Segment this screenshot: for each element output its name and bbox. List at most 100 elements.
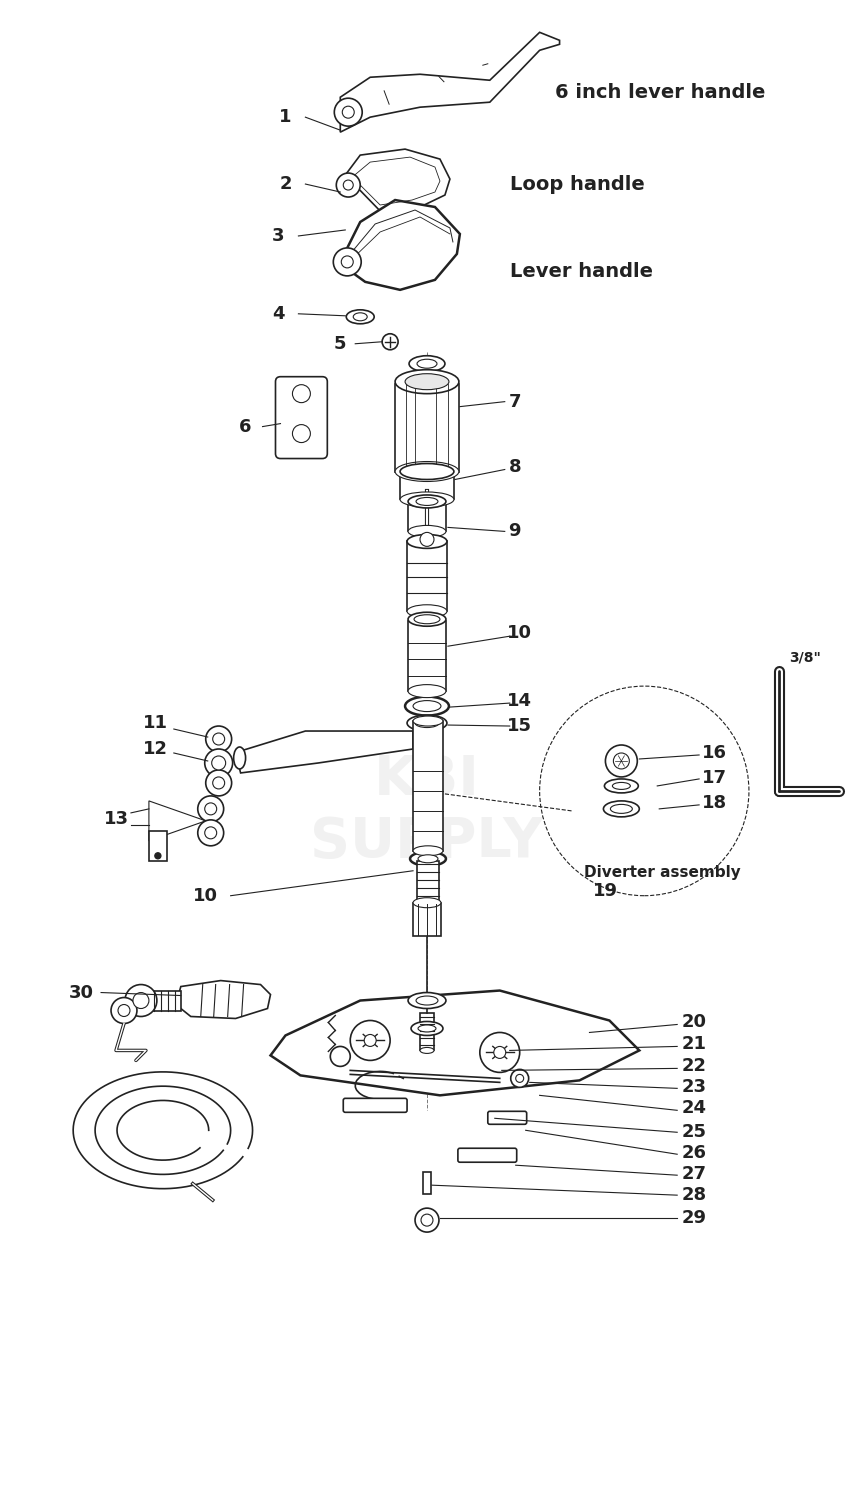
FancyBboxPatch shape (487, 1111, 526, 1124)
Ellipse shape (407, 613, 446, 626)
Ellipse shape (413, 614, 440, 623)
Polygon shape (239, 731, 412, 772)
Ellipse shape (400, 492, 453, 507)
Text: 9: 9 (508, 522, 521, 540)
Circle shape (342, 106, 354, 118)
Ellipse shape (417, 854, 437, 863)
Ellipse shape (410, 851, 446, 866)
Text: 12: 12 (143, 740, 168, 757)
Text: 7: 7 (508, 392, 521, 410)
Ellipse shape (409, 356, 445, 371)
Ellipse shape (406, 534, 446, 549)
Ellipse shape (416, 498, 437, 505)
Bar (417, 860, 439, 901)
Bar (406, 541, 446, 611)
Text: 4: 4 (272, 304, 285, 324)
Ellipse shape (405, 374, 448, 389)
Bar (407, 504, 446, 531)
Circle shape (204, 828, 216, 839)
Circle shape (211, 756, 226, 769)
Bar (412, 902, 440, 936)
Circle shape (334, 98, 362, 127)
Bar (423, 1172, 430, 1194)
Circle shape (364, 1035, 376, 1047)
Circle shape (480, 1032, 519, 1072)
Text: 19: 19 (592, 881, 617, 899)
Circle shape (212, 777, 224, 789)
Ellipse shape (406, 716, 446, 731)
Ellipse shape (419, 1048, 434, 1054)
Text: 6: 6 (239, 417, 251, 435)
Circle shape (198, 820, 223, 845)
Circle shape (125, 984, 157, 1017)
Circle shape (341, 256, 353, 268)
Text: 16: 16 (700, 744, 726, 762)
Bar (419, 1012, 434, 1051)
Text: 30: 30 (68, 984, 94, 1002)
Text: 18: 18 (700, 793, 726, 813)
Ellipse shape (405, 696, 448, 716)
Circle shape (493, 1047, 505, 1059)
Bar (151, 990, 181, 1011)
Circle shape (343, 180, 353, 189)
Ellipse shape (602, 801, 638, 817)
Circle shape (292, 385, 310, 403)
Ellipse shape (412, 898, 440, 908)
Ellipse shape (346, 310, 374, 324)
Ellipse shape (415, 719, 439, 728)
Bar (407, 622, 446, 692)
Ellipse shape (406, 605, 446, 617)
Ellipse shape (610, 804, 631, 814)
Bar (149, 830, 167, 860)
Text: KBI
SUPPLY: KBI SUPPLY (310, 753, 543, 869)
Circle shape (539, 686, 748, 896)
Text: 28: 28 (681, 1187, 705, 1205)
Text: 22: 22 (681, 1057, 705, 1075)
Text: 29: 29 (681, 1209, 705, 1227)
Circle shape (133, 993, 149, 1008)
Text: 8: 8 (508, 458, 521, 476)
Circle shape (336, 173, 360, 197)
Text: Diverter assembly: Diverter assembly (584, 865, 740, 880)
Ellipse shape (233, 747, 245, 769)
Circle shape (198, 796, 223, 822)
Circle shape (605, 746, 636, 777)
Ellipse shape (417, 1024, 435, 1032)
Text: 6 inch lever handle: 6 inch lever handle (554, 82, 764, 101)
Circle shape (118, 1005, 130, 1017)
Circle shape (382, 334, 398, 350)
Circle shape (292, 425, 310, 443)
Ellipse shape (407, 495, 446, 508)
Circle shape (204, 802, 216, 816)
Ellipse shape (407, 525, 446, 537)
Circle shape (613, 753, 629, 769)
Circle shape (419, 532, 434, 546)
Ellipse shape (411, 1021, 442, 1035)
Circle shape (205, 726, 232, 751)
Polygon shape (176, 981, 270, 1018)
Polygon shape (345, 149, 449, 212)
Text: 3: 3 (272, 227, 285, 245)
Circle shape (155, 853, 161, 859)
Text: Loop handle: Loop handle (509, 174, 644, 194)
Circle shape (510, 1069, 528, 1087)
Bar (394, 383, 458, 471)
Circle shape (205, 769, 232, 796)
Text: 10: 10 (507, 625, 532, 643)
Polygon shape (340, 33, 559, 133)
Polygon shape (270, 990, 638, 1096)
Circle shape (204, 748, 233, 777)
Circle shape (330, 1047, 350, 1066)
Text: 17: 17 (700, 769, 726, 787)
FancyBboxPatch shape (458, 1148, 516, 1161)
Bar (412, 722, 442, 851)
FancyBboxPatch shape (343, 1099, 406, 1112)
FancyBboxPatch shape (275, 377, 327, 459)
Text: 3/8": 3/8" (788, 650, 820, 663)
Ellipse shape (416, 996, 437, 1005)
Polygon shape (149, 801, 205, 841)
Ellipse shape (394, 370, 458, 394)
Circle shape (515, 1075, 523, 1082)
Text: 26: 26 (681, 1144, 705, 1163)
Text: 24: 24 (681, 1099, 705, 1117)
